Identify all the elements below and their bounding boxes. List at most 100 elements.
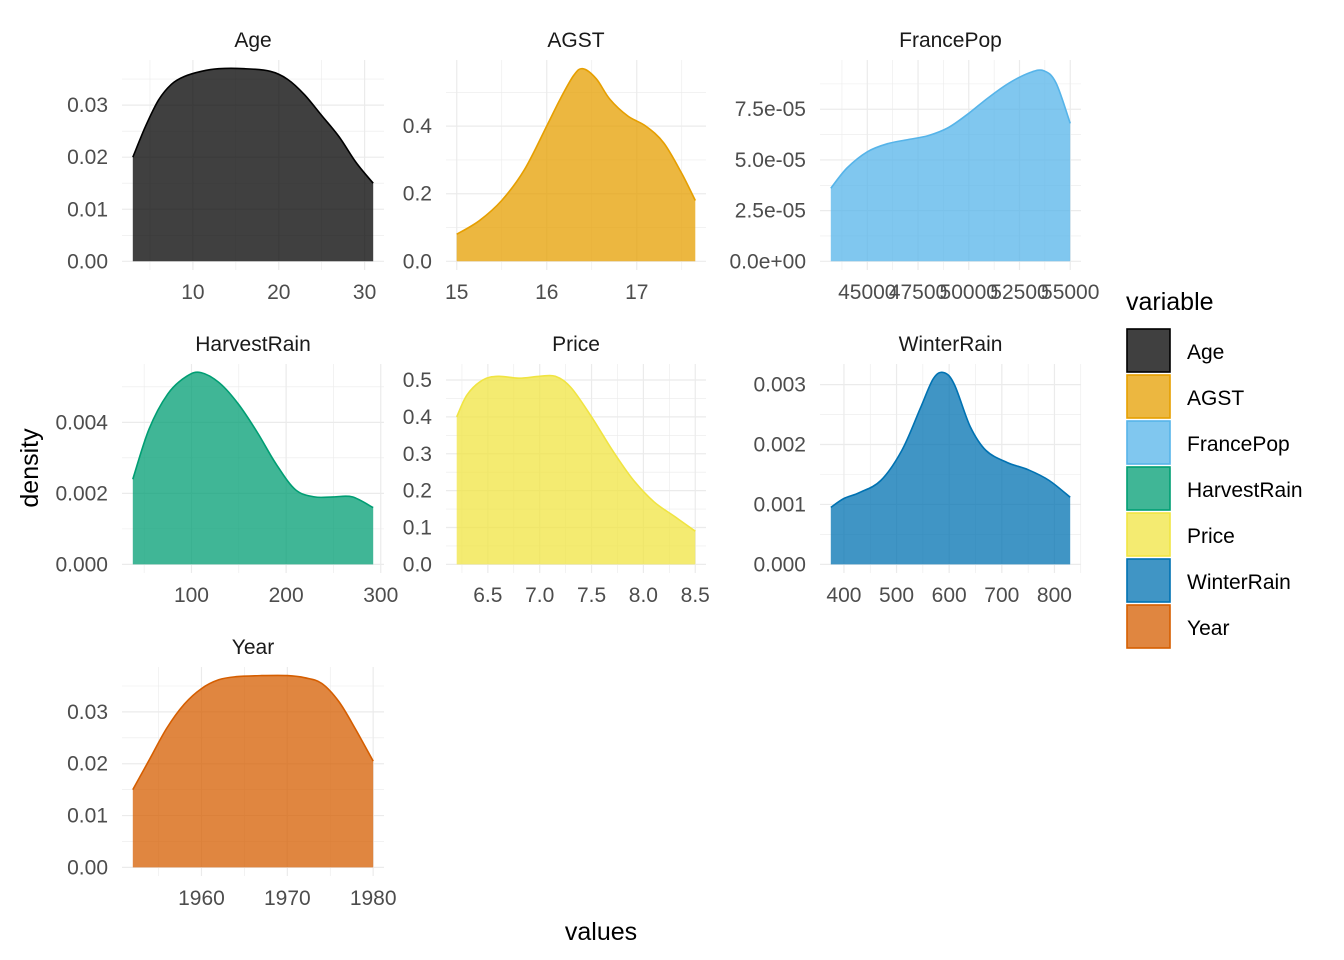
x-tick-label: 8.5 <box>681 584 710 607</box>
legend-item-winterrain: WinterRain <box>1126 558 1291 603</box>
legend-swatch <box>1126 604 1171 649</box>
legend-label: AGST <box>1187 387 1244 410</box>
density-line-harvestrain <box>132 371 374 509</box>
legend-swatch <box>1126 420 1171 465</box>
legend-swatch <box>1126 558 1171 603</box>
y-tick-label: 0.02 <box>67 753 108 776</box>
strip-label-agst: AGST <box>547 29 604 52</box>
legend-label: Age <box>1187 341 1224 364</box>
panel-winterrain: WinterRain 400 500 600 700 800 0.000 0.001 0.002… <box>753 333 1082 607</box>
legend-item-francepop: FrancePop <box>1126 420 1290 465</box>
y-tick-label: 2.5e-05 <box>735 200 806 223</box>
x-tick-label: 1970 <box>264 887 311 910</box>
y-axis-title: density <box>16 428 44 508</box>
strip-label-price: Price <box>552 333 600 356</box>
legend-label: Price <box>1187 525 1235 548</box>
density-line-winterrain <box>830 371 1071 509</box>
y-tick-label: 0.1 <box>403 516 432 539</box>
x-tick-label: 200 <box>269 584 304 607</box>
x-tick-label: 1960 <box>178 887 225 910</box>
density-line-age <box>132 67 374 184</box>
x-tick-label: 16 <box>535 281 558 304</box>
panel-agst: AGST 15 16 17 0.0 0.2 0.4 <box>403 29 706 304</box>
x-tick-label: 7.0 <box>525 584 554 607</box>
y-tick-label: 0.01 <box>67 805 108 828</box>
x-tick-label: 52500 <box>990 281 1048 304</box>
legend-swatch <box>1126 512 1171 557</box>
x-tick-label: 400 <box>826 584 861 607</box>
y-tick-label: 0.0e+00 <box>730 250 807 273</box>
legend-item-age: Age <box>1126 328 1224 373</box>
density-area-year <box>132 675 374 868</box>
x-tick-label: 15 <box>445 281 468 304</box>
legend-item-price: Price <box>1126 512 1235 557</box>
y-tick-label: 0.000 <box>753 553 806 576</box>
density-line-agst <box>456 67 697 235</box>
strip-label-year: Year <box>232 636 274 659</box>
y-tick-label: 0.3 <box>403 443 432 466</box>
y-tick-label: 0.5 <box>403 369 432 392</box>
panel-year: Year 1960 1970 1980 0.00 0.01 0.02 0.03 <box>67 636 396 910</box>
y-tick-label: 0.002 <box>753 434 806 457</box>
panel-price: Price 6.5 7.0 7.5 8.0 8.5 0.0 0.1 0.2 0.3 0.4 0.5 <box>403 333 710 607</box>
legend-label: WinterRain <box>1187 571 1291 594</box>
x-tick-label: 300 <box>363 584 398 607</box>
y-tick-label: 0.000 <box>55 553 108 576</box>
x-tick-label: 1980 <box>350 887 397 910</box>
density-area-winterrain <box>830 372 1071 565</box>
legend-label: HarvestRain <box>1187 479 1303 502</box>
density-line-year <box>132 674 374 790</box>
y-tick-label: 0.002 <box>55 482 108 505</box>
legend-swatch <box>1126 374 1171 419</box>
legend: variable Age AGST FrancePop HarvestRain Pric… <box>1126 288 1303 649</box>
y-tick-label: 0.02 <box>67 146 108 169</box>
y-tick-label: 7.5e-05 <box>735 98 806 121</box>
legend-swatch <box>1126 466 1171 511</box>
y-tick-label: 0.4 <box>403 115 433 138</box>
y-tick-label: 0.03 <box>67 701 108 724</box>
density-area-agst <box>456 68 696 262</box>
x-tick-label: 100 <box>174 584 209 607</box>
x-tick-label: 7.5 <box>577 584 606 607</box>
y-tick-label: 0.0 <box>403 553 432 576</box>
density-area-francepop <box>830 70 1071 262</box>
x-tick-label: 17 <box>625 281 648 304</box>
panel-age: Age 10 20 30 0.00 0.01 0.02 0.03 <box>67 29 384 304</box>
density-area-age <box>132 68 374 262</box>
density-line-francepop <box>830 69 1071 189</box>
density-area-price <box>456 375 696 565</box>
y-tick-label: 5.0e-05 <box>735 149 806 172</box>
y-tick-label: 0.4 <box>403 406 433 429</box>
x-tick-label: 500 <box>879 584 914 607</box>
x-axis-title: values <box>565 918 637 946</box>
x-tick-label: 800 <box>1037 584 1072 607</box>
y-tick-label: 0.03 <box>67 94 108 117</box>
y-tick-label: 0.003 <box>753 374 806 397</box>
strip-label-francepop: FrancePop <box>899 29 1002 52</box>
y-tick-label: 0.00 <box>67 856 108 879</box>
legend-item-year: Year <box>1126 604 1229 649</box>
y-tick-label: 0.2 <box>403 480 432 503</box>
x-tick-label: 55000 <box>1041 281 1099 304</box>
strip-label-age: Age <box>234 29 271 52</box>
x-tick-label: 10 <box>181 281 204 304</box>
x-tick-label: 45000 <box>838 281 896 304</box>
y-tick-label: 0.004 <box>55 411 108 434</box>
y-tick-label: 0.2 <box>403 183 432 206</box>
legend-swatch <box>1126 328 1171 373</box>
x-tick-label: 700 <box>984 584 1019 607</box>
panel-harvestrain: HarvestRain 100 200 300 0.000 0.002 0.004 <box>55 333 398 607</box>
x-tick-label: 6.5 <box>473 584 502 607</box>
x-tick-label: 8.0 <box>629 584 658 607</box>
y-tick-label: 0.0 <box>403 250 432 273</box>
strip-label-winterrain: WinterRain <box>899 333 1003 356</box>
legend-item-agst: AGST <box>1126 374 1244 419</box>
legend-label: Year <box>1187 617 1229 640</box>
x-tick-label: 20 <box>267 281 290 304</box>
x-tick-label: 600 <box>932 584 967 607</box>
legend-title: variable <box>1126 288 1214 316</box>
strip-label-harvestrain: HarvestRain <box>195 333 311 356</box>
density-area-harvestrain <box>132 372 374 565</box>
